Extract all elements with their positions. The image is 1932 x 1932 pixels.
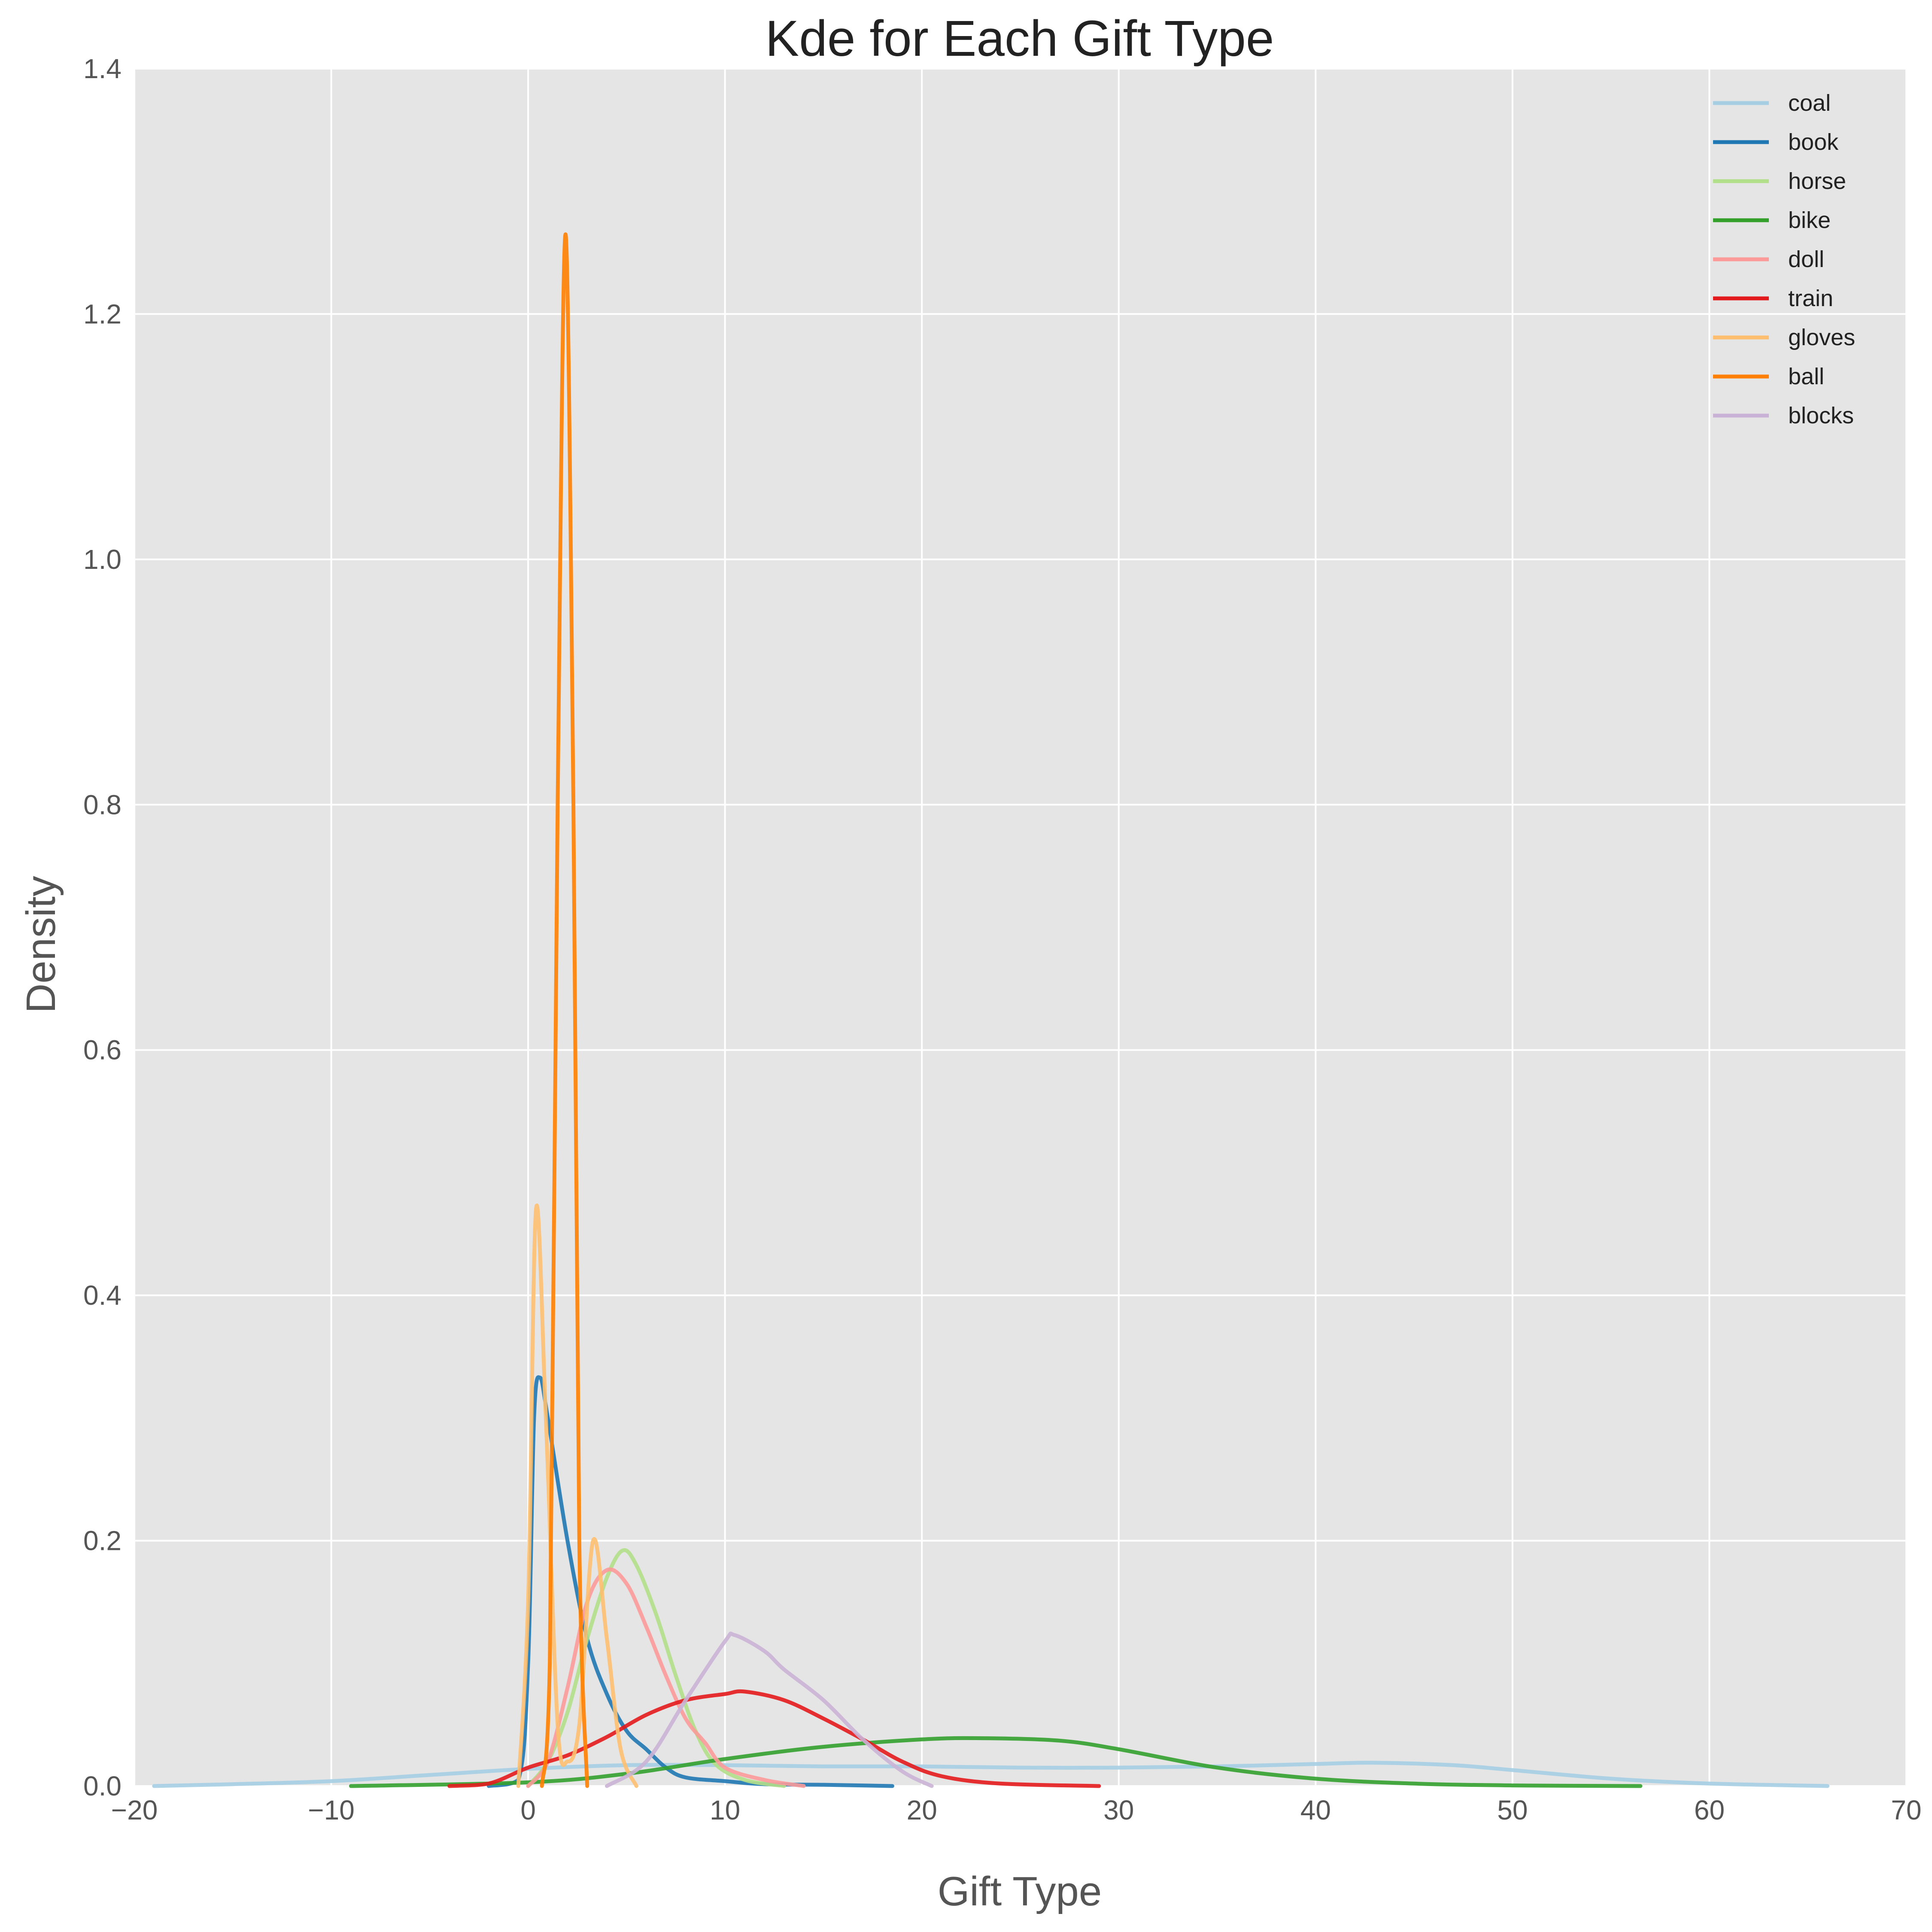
x-tick-label: 70 [1891, 1795, 1921, 1826]
legend-label-book: book [1788, 129, 1839, 155]
legend-label-gloves: gloves [1788, 325, 1855, 350]
series-lines [152, 232, 1830, 1788]
y-tick-label: 0.0 [83, 1771, 122, 1801]
x-tick-label: −20 [111, 1795, 158, 1826]
series-line-ball [540, 232, 589, 1788]
x-tick-label: 0 [520, 1795, 536, 1826]
legend: coal book horse bike doll train gloves ball bloc… [1713, 90, 1855, 428]
legend-label-bike: bike [1788, 207, 1831, 233]
series-line-bike [349, 1736, 1643, 1788]
x-tick-label: 20 [907, 1795, 937, 1826]
y-tick-label: 0.4 [83, 1280, 122, 1311]
x-tick-label: 50 [1497, 1795, 1528, 1826]
x-tick-label: 10 [710, 1795, 740, 1826]
x-axis-label: Gift Type [938, 1868, 1102, 1914]
series-line-gloves [516, 1203, 638, 1788]
legend-label-doll: doll [1788, 246, 1824, 272]
y-tick-label: 1.4 [83, 53, 122, 84]
y-tick-label: 0.8 [83, 789, 122, 820]
x-tick-label: 30 [1103, 1795, 1134, 1826]
y-tick-label: 1.0 [83, 544, 122, 575]
x-tick-label: 40 [1300, 1795, 1331, 1826]
y-tick-label: 1.2 [83, 298, 122, 329]
legend-label-train: train [1788, 286, 1833, 311]
chart-title: Kde for Each Gift Type [765, 10, 1274, 67]
y-tick-label: 0.2 [83, 1525, 122, 1556]
y-axis: 0.0 0.2 0.4 0.6 0.8 1.0 1.2 1.4 [83, 53, 122, 1801]
x-tick-label: −10 [308, 1795, 355, 1826]
series-line-doll [526, 1567, 806, 1788]
series-line-train [447, 1689, 1101, 1788]
x-tick-label: 60 [1694, 1795, 1725, 1826]
y-tick-label: 0.6 [83, 1035, 122, 1066]
series-line-coal [152, 1761, 1830, 1788]
x-axis: −20 −10 0 10 20 30 40 50 60 70 [111, 1795, 1922, 1826]
series-line-blocks [605, 1631, 934, 1788]
legend-label-ball: ball [1788, 364, 1824, 389]
legend-label-coal: coal [1788, 90, 1831, 116]
plot-area [134, 69, 1906, 1786]
y-axis-label: Density [18, 876, 64, 1013]
legend-label-horse: horse [1788, 168, 1846, 194]
legend-label-blocks: blocks [1788, 403, 1854, 428]
